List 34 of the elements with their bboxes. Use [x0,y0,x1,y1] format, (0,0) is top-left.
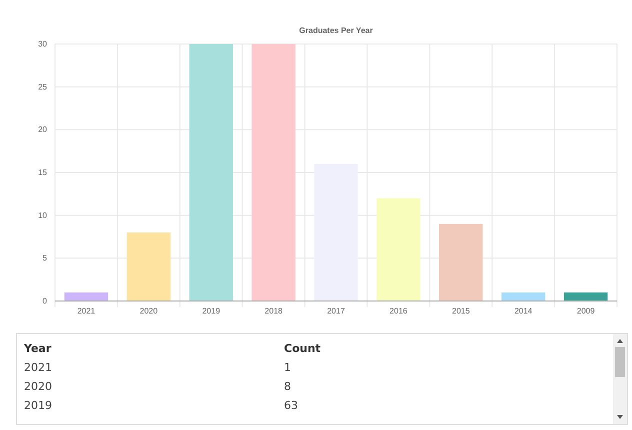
x-tick-label: 2020 [140,306,158,316]
bar [189,44,233,301]
bar [501,292,546,301]
y-tick-label: 20 [38,125,48,134]
chart-title: Graduates Per Year [299,26,373,35]
bar [439,224,483,301]
text: Count [284,341,322,357]
text: 2019 [24,398,53,414]
text: 63 [284,398,299,414]
y-tick-label: 15 [38,168,48,178]
bar [376,198,420,301]
x-tick-label: 2014 [514,306,533,316]
text: 1 [284,360,292,376]
x-tick-label: 2015 [452,306,470,316]
text: 2020 [24,379,53,395]
x-tick-label: 2021 [77,306,96,316]
text: Year [24,341,52,357]
y-tick-label: 30 [38,40,48,49]
x-tick-label: 2019 [202,306,221,316]
x-tick-label: 2017 [327,306,346,316]
x-tick-label: 2018 [264,306,284,316]
y-tick-label: 25 [38,82,48,92]
text: 2021 [24,360,53,376]
bar [126,232,171,301]
text: 8 [284,379,292,395]
bar [314,164,358,301]
x-tick-label: 2016 [390,306,408,316]
x-tick-label: 2009 [576,306,596,316]
bar [252,44,296,301]
y-tick-label: 0 [42,296,48,306]
y-tick-label: 5 [42,254,48,263]
bar [64,292,108,301]
bar [564,292,608,301]
y-tick-label: 10 [38,210,48,220]
